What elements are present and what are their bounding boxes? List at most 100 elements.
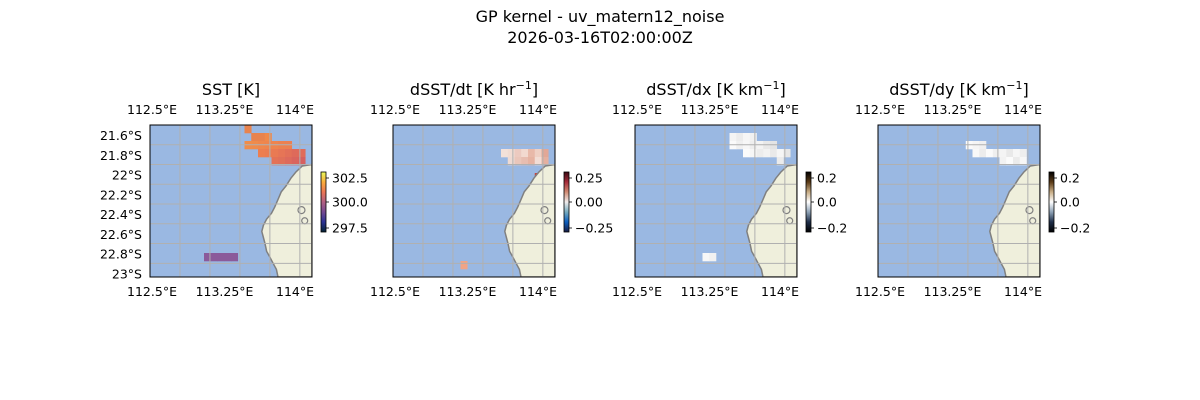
island xyxy=(544,217,552,225)
data-cell xyxy=(729,133,737,142)
data-cell xyxy=(1013,157,1021,166)
colorbar-tick-label: 300.0 xyxy=(332,195,368,210)
data-cell xyxy=(776,157,784,166)
data-cell xyxy=(749,133,757,142)
data-cell xyxy=(224,253,232,262)
lat-label: 21.6°S xyxy=(100,128,142,143)
lat-label: 23°S xyxy=(112,266,142,281)
data-cell xyxy=(743,133,751,142)
data-cell xyxy=(291,149,299,158)
lon-label-bottom: 112.5°E xyxy=(855,284,905,299)
lon-label-bottom: 114°E xyxy=(761,284,799,299)
lat-label: 22.4°S xyxy=(100,207,142,222)
island xyxy=(1029,217,1037,225)
map-panel-dsstdx: dSST/dx [K km−1] 112.5°E 112.5°E 113.25°E 11… xyxy=(612,79,847,299)
lon-label-top: 114°E xyxy=(1004,102,1042,117)
data-cell xyxy=(514,157,522,166)
data-cell xyxy=(285,149,293,158)
data-cell xyxy=(541,157,549,166)
colorbar-dsstdy xyxy=(1048,171,1055,233)
map-panel-sst: SST [K] 112.5°E 112.5°E 113.25°E 113.25°E 114… xyxy=(100,80,368,299)
data-cell xyxy=(264,133,272,142)
colorbar-tick-label: −0.25 xyxy=(575,221,613,236)
map-panels: SST [K] 112.5°E 112.5°E 113.25°E 113.25°E 114… xyxy=(100,79,1090,299)
panel-title-sst: SST [K] xyxy=(202,80,260,99)
island xyxy=(297,206,306,215)
lon-label-top: 112.5°E xyxy=(612,102,662,117)
figure-title: GP kernel - uv_matern12_noise xyxy=(476,7,725,27)
data-cell xyxy=(507,149,515,158)
colorbar-tick-label: 0.25 xyxy=(575,171,603,186)
map-frame xyxy=(877,124,1041,278)
data-cell xyxy=(217,253,225,262)
lat-label: 22°S xyxy=(112,168,142,183)
panel-title-dsstdt: dSST/dt [K hr−1] xyxy=(410,79,538,99)
data-cell xyxy=(534,157,542,166)
lon-label-bottom: 114°E xyxy=(519,284,557,299)
data-cell xyxy=(1006,149,1014,158)
lon-label-top: 113.25°E xyxy=(681,102,739,117)
colorbar-sst xyxy=(320,171,327,233)
data-cell xyxy=(258,149,266,158)
lon-label-bottom: 114°E xyxy=(1004,284,1042,299)
lon-label-bottom: 113.25°E xyxy=(681,284,739,299)
colorbar-tick-label: −0.2 xyxy=(817,221,847,236)
data-cell xyxy=(271,157,279,166)
data-cell xyxy=(749,149,757,158)
lon-label-top: 114°E xyxy=(276,102,314,117)
island xyxy=(1025,206,1034,215)
colorbar-tick-label: 0.0 xyxy=(817,195,837,210)
data-cell xyxy=(298,157,306,166)
lon-label-top: 112.5°E xyxy=(370,102,420,117)
map-panel-dsstdt: dSST/dt [K hr−1] 112.5°E 112.5°E 113.25°E 11… xyxy=(370,79,613,299)
map-frame xyxy=(149,124,313,278)
data-cell xyxy=(258,133,266,142)
data-cell xyxy=(541,149,549,158)
colorbar-tick-label: 302.5 xyxy=(332,171,368,186)
figure-subtitle-timestamp: 2026-03-16T02:00:00Z xyxy=(507,28,693,47)
map-panel-dsstdy: dSST/dy [K km−1] 112.5°E 112.5°E 113.25°E 11… xyxy=(855,79,1090,299)
data-cell xyxy=(521,149,529,158)
colorbar-tick-label: 297.5 xyxy=(332,221,368,236)
data-cell xyxy=(210,253,218,262)
colorbar-tick-label: −0.2 xyxy=(1060,221,1090,236)
colorbar-dsstdt xyxy=(563,171,570,233)
data-cell xyxy=(514,149,522,158)
lat-label: 22.6°S xyxy=(100,227,142,242)
data-cell xyxy=(1013,149,1021,158)
colorbar-tick-label: 0.00 xyxy=(575,195,603,210)
map-frame xyxy=(392,124,556,278)
data-cell xyxy=(534,149,542,158)
lon-label-bottom: 112.5°E xyxy=(370,284,420,299)
map-frame xyxy=(634,124,798,278)
colorbar-tick-label: 0.2 xyxy=(1060,171,1080,186)
data-cell xyxy=(776,149,784,158)
data-cell xyxy=(1019,149,1027,158)
data-cell xyxy=(298,149,306,158)
data-cell xyxy=(278,149,286,158)
data-cell xyxy=(521,157,529,166)
data-cell xyxy=(756,149,764,158)
data-cell xyxy=(763,149,771,158)
data-cell xyxy=(528,157,536,166)
lon-label-top: 113.25°E xyxy=(439,102,497,117)
data-cell xyxy=(1019,157,1027,166)
data-cell xyxy=(231,253,239,262)
data-cell xyxy=(460,261,468,270)
data-cell xyxy=(204,253,212,262)
colorbar-tick-label: 0.0 xyxy=(1060,195,1080,210)
data-cell xyxy=(999,149,1007,158)
panel-title-dsstdy: dSST/dy [K km−1] xyxy=(889,79,1028,99)
lon-label-bottom: 114°E xyxy=(276,284,314,299)
data-cell xyxy=(702,253,710,262)
data-cell xyxy=(528,149,536,158)
data-cell xyxy=(783,149,791,158)
lon-label-bottom: 112.5°E xyxy=(612,284,662,299)
lon-label-top: 112.5°E xyxy=(855,102,905,117)
data-cell xyxy=(972,149,980,158)
data-cell xyxy=(285,157,293,166)
data-cell xyxy=(278,157,286,166)
lat-label: 22.8°S xyxy=(100,247,142,262)
island xyxy=(301,217,309,225)
